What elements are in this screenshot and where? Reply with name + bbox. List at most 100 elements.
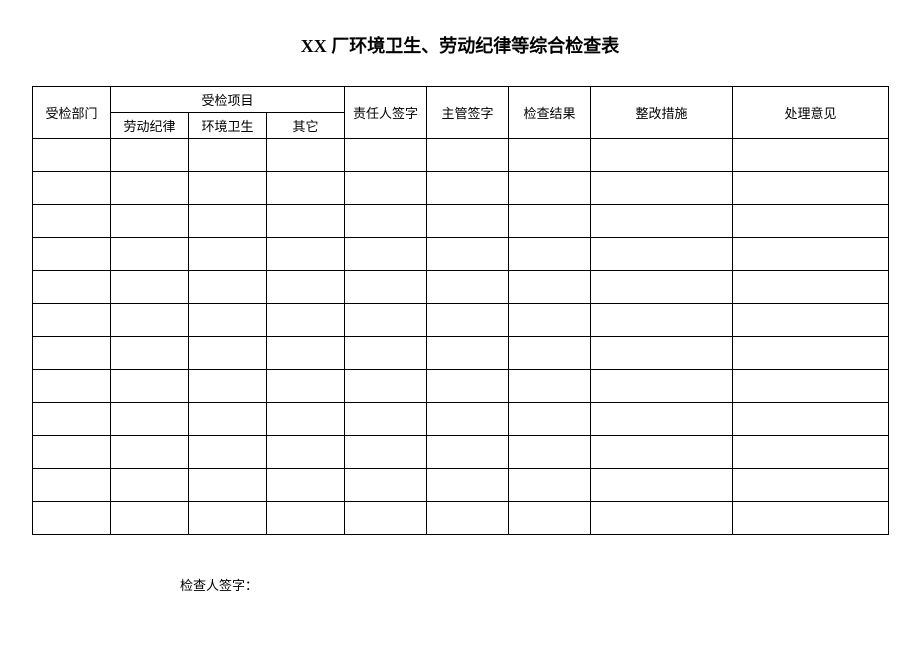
table-cell bbox=[267, 304, 345, 337]
table-cell bbox=[189, 271, 267, 304]
col-items-group: 受检项目 bbox=[111, 87, 345, 113]
table-cell bbox=[733, 172, 889, 205]
table-cell bbox=[267, 436, 345, 469]
table-row bbox=[33, 502, 889, 535]
table-cell bbox=[267, 469, 345, 502]
table-cell bbox=[33, 238, 111, 271]
table-cell bbox=[111, 304, 189, 337]
table-cell bbox=[509, 238, 591, 271]
table-cell bbox=[345, 469, 427, 502]
table-cell bbox=[111, 403, 189, 436]
table-cell bbox=[189, 469, 267, 502]
table-cell bbox=[33, 337, 111, 370]
table-cell bbox=[267, 238, 345, 271]
table-cell bbox=[267, 403, 345, 436]
table-cell bbox=[733, 469, 889, 502]
table-cell bbox=[591, 172, 733, 205]
table-cell bbox=[345, 403, 427, 436]
table-cell bbox=[509, 502, 591, 535]
table-cell bbox=[111, 238, 189, 271]
table-cell bbox=[509, 370, 591, 403]
page-title: XX 厂环境卫生、劳动纪律等综合检查表 bbox=[0, 0, 920, 86]
table-cell bbox=[509, 436, 591, 469]
col-item-other: 其它 bbox=[267, 113, 345, 139]
col-sup-sign: 主管签字 bbox=[427, 87, 509, 139]
col-item-env: 环境卫生 bbox=[189, 113, 267, 139]
table-cell bbox=[267, 337, 345, 370]
table-cell bbox=[427, 304, 509, 337]
table-cell bbox=[111, 337, 189, 370]
table-body bbox=[33, 139, 889, 535]
table-cell bbox=[591, 271, 733, 304]
table-cell bbox=[189, 304, 267, 337]
table-row bbox=[33, 337, 889, 370]
header-row-1: 受检部门 受检项目 责任人签字 主管签字 检查结果 整改措施 处理意见 bbox=[33, 87, 889, 113]
table-row bbox=[33, 139, 889, 172]
table-cell bbox=[189, 370, 267, 403]
table-cell bbox=[33, 370, 111, 403]
table-cell bbox=[111, 271, 189, 304]
table-cell bbox=[345, 238, 427, 271]
col-item-labor: 劳动纪律 bbox=[111, 113, 189, 139]
table-cell bbox=[427, 370, 509, 403]
col-opinion: 处理意见 bbox=[733, 87, 889, 139]
table-cell bbox=[591, 205, 733, 238]
table-cell bbox=[111, 172, 189, 205]
table-cell bbox=[509, 205, 591, 238]
table-cell bbox=[189, 337, 267, 370]
table-row bbox=[33, 172, 889, 205]
table-cell bbox=[591, 370, 733, 403]
inspector-sign-label: 检查人签字： bbox=[0, 535, 920, 594]
table-cell bbox=[111, 205, 189, 238]
table-cell bbox=[189, 436, 267, 469]
table-cell bbox=[189, 238, 267, 271]
table-cell bbox=[111, 502, 189, 535]
table-cell bbox=[267, 139, 345, 172]
table-row bbox=[33, 370, 889, 403]
table-cell bbox=[345, 370, 427, 403]
table-cell bbox=[427, 403, 509, 436]
table-cell bbox=[427, 205, 509, 238]
table-cell bbox=[189, 403, 267, 436]
table-cell bbox=[33, 205, 111, 238]
table-cell bbox=[267, 271, 345, 304]
table-cell bbox=[345, 436, 427, 469]
col-dept: 受检部门 bbox=[33, 87, 111, 139]
table-cell bbox=[509, 469, 591, 502]
table-row bbox=[33, 403, 889, 436]
table-cell bbox=[33, 139, 111, 172]
table-cell bbox=[33, 172, 111, 205]
table-cell bbox=[509, 337, 591, 370]
table-cell bbox=[189, 172, 267, 205]
table-cell bbox=[427, 271, 509, 304]
table-cell bbox=[345, 337, 427, 370]
col-measure: 整改措施 bbox=[591, 87, 733, 139]
table-cell bbox=[591, 469, 733, 502]
table-cell bbox=[33, 271, 111, 304]
table-cell bbox=[427, 337, 509, 370]
table-cell bbox=[509, 271, 591, 304]
table-cell bbox=[33, 469, 111, 502]
table-cell bbox=[345, 502, 427, 535]
table-cell bbox=[267, 172, 345, 205]
inspection-table: 受检部门 受检项目 责任人签字 主管签字 检查结果 整改措施 处理意见 劳动纪律… bbox=[32, 86, 889, 535]
table-cell bbox=[427, 469, 509, 502]
table-cell bbox=[427, 139, 509, 172]
table-cell bbox=[33, 403, 111, 436]
table-cell bbox=[111, 139, 189, 172]
table-cell bbox=[509, 172, 591, 205]
table-cell bbox=[189, 139, 267, 172]
table-cell bbox=[345, 304, 427, 337]
table-cell bbox=[427, 238, 509, 271]
table-cell bbox=[591, 139, 733, 172]
table-cell bbox=[733, 403, 889, 436]
table-cell bbox=[591, 304, 733, 337]
table-cell bbox=[427, 172, 509, 205]
table-cell bbox=[509, 304, 591, 337]
table-cell bbox=[733, 304, 889, 337]
table-cell bbox=[733, 271, 889, 304]
table-cell bbox=[189, 502, 267, 535]
table-cell bbox=[733, 502, 889, 535]
table-cell bbox=[733, 205, 889, 238]
table-cell bbox=[345, 172, 427, 205]
